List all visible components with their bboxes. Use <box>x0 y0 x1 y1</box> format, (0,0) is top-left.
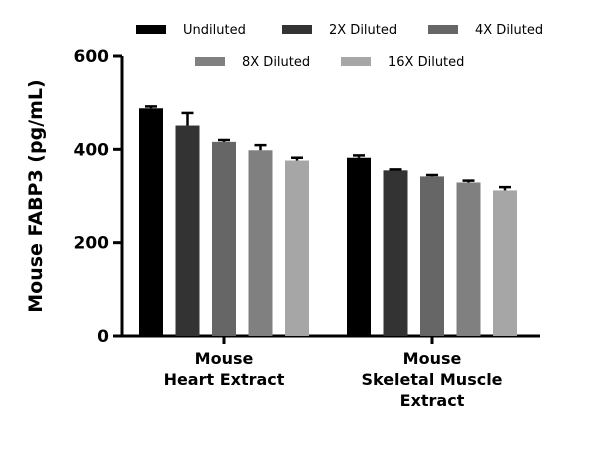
legend-swatch <box>428 25 458 34</box>
legend-label: 16X Diluted <box>388 55 464 70</box>
y-tick-label: 400 <box>74 140 110 160</box>
x-category-label: Extract <box>400 391 465 410</box>
bar <box>248 150 273 336</box>
bar <box>175 125 200 337</box>
legend-label: 8X Diluted <box>242 55 310 70</box>
bar <box>139 108 163 337</box>
bar <box>383 170 408 336</box>
y-tick-label: 200 <box>74 234 110 254</box>
legend-swatch <box>282 25 312 34</box>
bar <box>493 190 517 336</box>
x-category-label: Heart Extract <box>164 370 285 389</box>
x-category-label: Skeletal Muscle <box>361 370 502 389</box>
bar <box>212 141 236 336</box>
bar <box>420 176 444 336</box>
bar <box>347 157 371 336</box>
y-tick-label: 0 <box>97 327 109 347</box>
x-category-label: Mouse <box>403 349 462 368</box>
bar <box>285 160 309 336</box>
y-tick-label: 600 <box>74 47 110 67</box>
x-category-label: Mouse <box>195 349 254 368</box>
legend-label: Undiluted <box>183 23 246 38</box>
y-axis-label: Mouse FABP3 (pg/mL) <box>25 79 47 312</box>
legend-swatch <box>341 57 371 66</box>
legend-swatch <box>195 57 225 66</box>
bar <box>456 182 481 336</box>
legend-label: 2X Diluted <box>329 23 397 38</box>
legend-swatch <box>136 25 166 34</box>
legend-label: 4X Diluted <box>475 23 543 38</box>
